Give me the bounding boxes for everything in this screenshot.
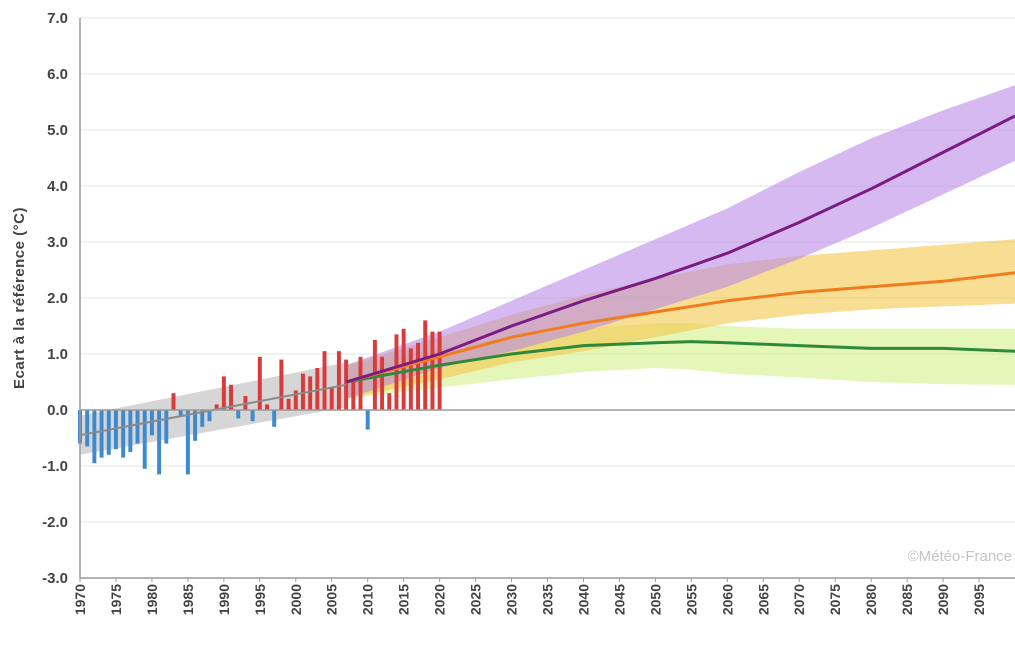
anomaly-bar xyxy=(286,398,291,410)
y-tick-label: 0.0 xyxy=(47,402,68,419)
anomaly-bar xyxy=(308,376,313,410)
y-tick-label: 6.0 xyxy=(47,66,68,83)
anomaly-bar xyxy=(157,410,162,475)
x-tick-label: 2090 xyxy=(935,584,951,615)
x-tick-label: 1975 xyxy=(108,584,124,615)
anomaly-bar xyxy=(329,387,334,410)
anomaly-bar xyxy=(113,410,118,450)
band-high xyxy=(346,85,1015,399)
x-tick-label: 2070 xyxy=(791,584,807,615)
y-tick-label: 2.0 xyxy=(47,290,68,307)
anomaly-bar xyxy=(279,359,284,410)
x-tick-label: 2000 xyxy=(288,584,304,615)
anomaly-bar xyxy=(221,376,226,410)
y-tick-label: -1.0 xyxy=(42,458,68,475)
anomaly-bar xyxy=(322,351,327,410)
anomaly-bar xyxy=(351,379,356,410)
anomaly-bar xyxy=(437,331,442,410)
x-tick-label: 1990 xyxy=(216,584,232,615)
anomaly-bar xyxy=(171,393,176,410)
anomaly-bar xyxy=(193,410,198,441)
credit-text: ©Météo-France xyxy=(908,548,1012,565)
anomaly-bar xyxy=(358,356,363,410)
x-tick-label: 2085 xyxy=(899,584,915,615)
anomaly-bar xyxy=(149,410,154,436)
y-tick-labels: 7.0 6.0 5.0 4.0 3.0 2.0 1.0 0.0 -1.0 -2.0 -3.0 xyxy=(42,10,68,587)
anomaly-bar xyxy=(229,384,234,410)
anomaly-bar xyxy=(164,410,169,444)
anomaly-bar xyxy=(92,410,97,464)
axes xyxy=(79,18,1015,582)
projection-lines xyxy=(79,114,1015,437)
anomaly-bar xyxy=(121,410,126,458)
y-tick-label: 7.0 xyxy=(47,10,68,27)
anomaly-bar xyxy=(401,328,406,410)
x-tick-label: 2040 xyxy=(575,584,591,615)
anomaly-bar xyxy=(423,320,428,410)
x-tick-label: 1970 xyxy=(72,584,88,615)
x-tick-label: 2035 xyxy=(540,584,556,615)
anomaly-bar xyxy=(200,410,205,427)
x-tick-label: 2005 xyxy=(324,584,340,615)
x-tick-label: 2060 xyxy=(719,584,735,615)
x-tick-labels: 1970 1975 1980 1985 1990 1995 2000 2005 2010 2015… xyxy=(72,584,987,615)
y-tick-label: -3.0 xyxy=(42,570,68,587)
historical-band xyxy=(80,362,347,455)
anomaly-bar xyxy=(365,410,370,430)
anomaly-bar xyxy=(207,410,212,422)
anomaly-bar xyxy=(315,368,320,410)
anomaly-bar xyxy=(416,342,421,410)
anomaly-bar xyxy=(257,356,262,410)
line-low xyxy=(345,340,1015,384)
x-tick-label: 2020 xyxy=(432,584,448,615)
anomaly-bar xyxy=(387,393,392,410)
anomaly-bar xyxy=(85,410,90,447)
anomaly-bar xyxy=(142,410,147,469)
x-tick-label: 1980 xyxy=(144,584,160,615)
anomaly-bar xyxy=(293,390,298,410)
x-tick-label: 2050 xyxy=(647,584,663,615)
anomaly-bar xyxy=(430,331,435,410)
x-tick-label: 2045 xyxy=(611,584,627,615)
x-tick-label: 2015 xyxy=(396,584,412,615)
anomaly-bar xyxy=(185,410,190,475)
anomaly-bar xyxy=(106,410,111,455)
anomaly-bar xyxy=(214,404,219,410)
anomaly-bar xyxy=(336,351,341,410)
anomaly-bar xyxy=(99,410,104,458)
x-tick-label: 2080 xyxy=(863,584,879,615)
anomaly-bar xyxy=(236,410,241,419)
annual-anomaly-bars xyxy=(78,320,442,475)
anomaly-bar xyxy=(380,356,385,410)
anomaly-bar xyxy=(178,410,183,416)
y-tick-label: 3.0 xyxy=(47,234,68,251)
anomaly-bar xyxy=(265,404,269,410)
y-axis-label: Ecart à la référence (°C) xyxy=(11,207,28,389)
y-tick-label: -2.0 xyxy=(42,514,68,531)
anomaly-bar xyxy=(250,410,255,422)
x-tick-label: 2075 xyxy=(827,584,843,615)
x-tick-label: 2095 xyxy=(971,584,987,615)
uncertainty-bands xyxy=(80,85,1015,455)
anomaly-bar xyxy=(128,410,133,452)
anomaly-bar xyxy=(408,348,413,410)
x-tick-label: 2025 xyxy=(468,584,484,615)
line-high xyxy=(345,114,1015,384)
x-tick-label: 2030 xyxy=(504,584,520,615)
y-tick-label: 4.0 xyxy=(47,178,68,195)
x-tick-label: 2055 xyxy=(683,584,699,615)
x-tick-label: 2010 xyxy=(360,584,376,615)
band-mid xyxy=(346,239,1015,399)
anomaly-bar xyxy=(344,359,349,410)
x-tick-label: 1985 xyxy=(180,584,196,615)
anomaly-bar xyxy=(135,410,140,444)
y-tick-label: 5.0 xyxy=(47,122,68,139)
anomaly-bar xyxy=(300,373,305,410)
y-tick-label: 1.0 xyxy=(47,346,68,363)
line-mid xyxy=(345,271,1015,384)
anomaly-bar xyxy=(272,410,277,427)
x-tick-label: 2065 xyxy=(755,584,771,615)
x-tick-label: 1995 xyxy=(252,584,268,615)
